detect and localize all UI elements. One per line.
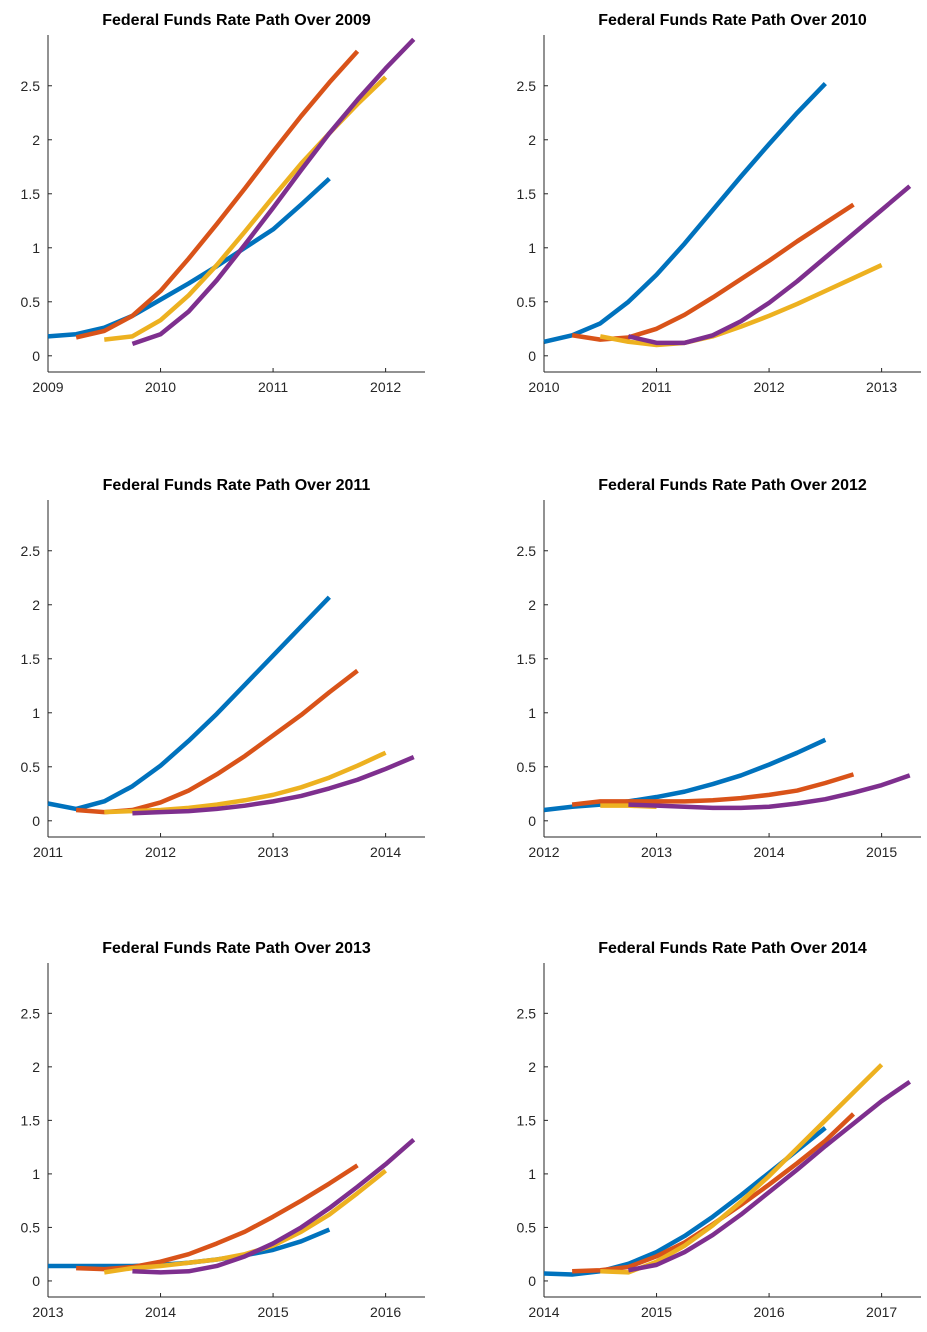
y-tick-label: 2.5: [517, 1005, 537, 1021]
y-tick-label: 1: [32, 705, 40, 721]
x-tick-label: 2015: [257, 1304, 288, 1320]
y-tick-label: 1.5: [517, 186, 537, 202]
series-line: [75, 49, 360, 340]
y-tick-label: 2: [528, 132, 536, 148]
y-tick-label: 2: [528, 597, 536, 613]
y-tick-label: 0.5: [517, 294, 537, 310]
y-tick-label: 1.5: [21, 651, 41, 667]
series-line: [627, 184, 912, 346]
series-line: [628, 773, 911, 811]
subplot: Federal Funds Rate Path Over 2011 0 0.5 1 1.…: [21, 477, 425, 860]
y-tick-label: 2: [32, 597, 40, 613]
series-line: [627, 1079, 912, 1273]
x-tick-label: 2012: [753, 379, 784, 395]
series-line: [131, 37, 416, 347]
series-line: [132, 754, 415, 816]
x-tick-label: 2016: [753, 1304, 784, 1320]
series-line: [543, 82, 827, 344]
y-tick-label: 2.5: [21, 543, 41, 559]
x-tick-label: 2012: [145, 844, 176, 860]
x-tick-label: 2016: [370, 1304, 401, 1320]
y-tick-label: 2.5: [21, 78, 41, 94]
y-tick-label: 2.5: [517, 78, 537, 94]
y-tick-label: 0: [32, 1273, 40, 1289]
y-tick-label: 1.5: [517, 1112, 537, 1128]
chart-title: Federal Funds Rate Path Over 2010: [598, 12, 867, 29]
x-tick-label: 2012: [528, 844, 559, 860]
subplot: Federal Funds Rate Path Over 2010 0 0.5 1 1.…: [517, 12, 921, 395]
x-tick-label: 2009: [32, 379, 63, 395]
y-tick-label: 0: [528, 348, 536, 364]
series-line: [47, 595, 331, 812]
y-tick-label: 1: [528, 1166, 536, 1182]
y-tick-label: 0: [32, 348, 40, 364]
series-line: [571, 772, 855, 807]
y-tick-label: 0.5: [517, 759, 537, 775]
x-tick-label: 2013: [257, 844, 288, 860]
y-tick-label: 0.5: [517, 1219, 537, 1235]
chart-title: Federal Funds Rate Path Over 2014: [598, 940, 867, 957]
y-tick-label: 1: [32, 1166, 40, 1182]
y-tick-label: 1.5: [21, 1112, 41, 1128]
x-tick-label: 2011: [258, 379, 288, 395]
x-tick-label: 2014: [528, 1304, 559, 1320]
subplot: Federal Funds Rate Path Over 2012 0 0.5 1 1.…: [517, 477, 921, 860]
subplot: Federal Funds Rate Path Over 2013 0 0.5 1 1.…: [21, 940, 425, 1320]
x-tick-label: 2014: [370, 844, 401, 860]
x-tick-label: 2011: [33, 844, 63, 860]
chart-title: Federal Funds Rate Path Over 2012: [598, 477, 867, 494]
y-tick-label: 1.5: [21, 186, 41, 202]
y-tick-label: 2.5: [517, 543, 537, 559]
x-tick-label: 2010: [528, 379, 559, 395]
x-tick-label: 2012: [370, 379, 401, 395]
x-tick-label: 2014: [753, 844, 784, 860]
series-line: [600, 1063, 884, 1275]
y-tick-label: 0: [528, 813, 536, 829]
x-tick-label: 2013: [866, 379, 897, 395]
y-tick-label: 0.5: [21, 759, 41, 775]
y-tick-label: 2.5: [21, 1005, 41, 1021]
chart-title: Federal Funds Rate Path Over 2013: [102, 940, 371, 957]
x-tick-label: 2014: [145, 1304, 176, 1320]
series-line: [543, 737, 827, 813]
y-tick-label: 1: [528, 240, 536, 256]
y-tick-label: 0.5: [21, 1219, 41, 1235]
y-tick-label: 1: [528, 705, 536, 721]
y-tick-label: 1.5: [517, 651, 537, 667]
x-tick-label: 2011: [641, 379, 671, 395]
x-tick-label: 2015: [866, 844, 897, 860]
y-tick-label: 1: [32, 240, 40, 256]
y-tick-label: 0: [528, 1273, 536, 1289]
y-tick-label: 0.5: [21, 294, 41, 310]
subplot: Federal Funds Rate Path Over 2009 0 0.5 1 1.…: [21, 12, 425, 395]
y-tick-label: 2: [32, 132, 40, 148]
x-tick-label: 2017: [866, 1304, 897, 1320]
x-tick-label: 2015: [641, 1304, 672, 1320]
y-tick-label: 0: [32, 813, 40, 829]
x-tick-label: 2013: [641, 844, 672, 860]
x-tick-label: 2013: [32, 1304, 63, 1320]
y-tick-label: 2: [32, 1059, 40, 1075]
subplot: Federal Funds Rate Path Over 2014 0 0.5 1 1.…: [517, 940, 921, 1320]
x-tick-label: 2010: [145, 379, 176, 395]
chart-title: Federal Funds Rate Path Over 2009: [102, 12, 371, 29]
series-line: [47, 177, 331, 339]
y-tick-label: 2: [528, 1059, 536, 1075]
series-line: [132, 1137, 416, 1275]
series-line: [599, 263, 883, 348]
chart-title: Federal Funds Rate Path Over 2011: [103, 477, 371, 494]
